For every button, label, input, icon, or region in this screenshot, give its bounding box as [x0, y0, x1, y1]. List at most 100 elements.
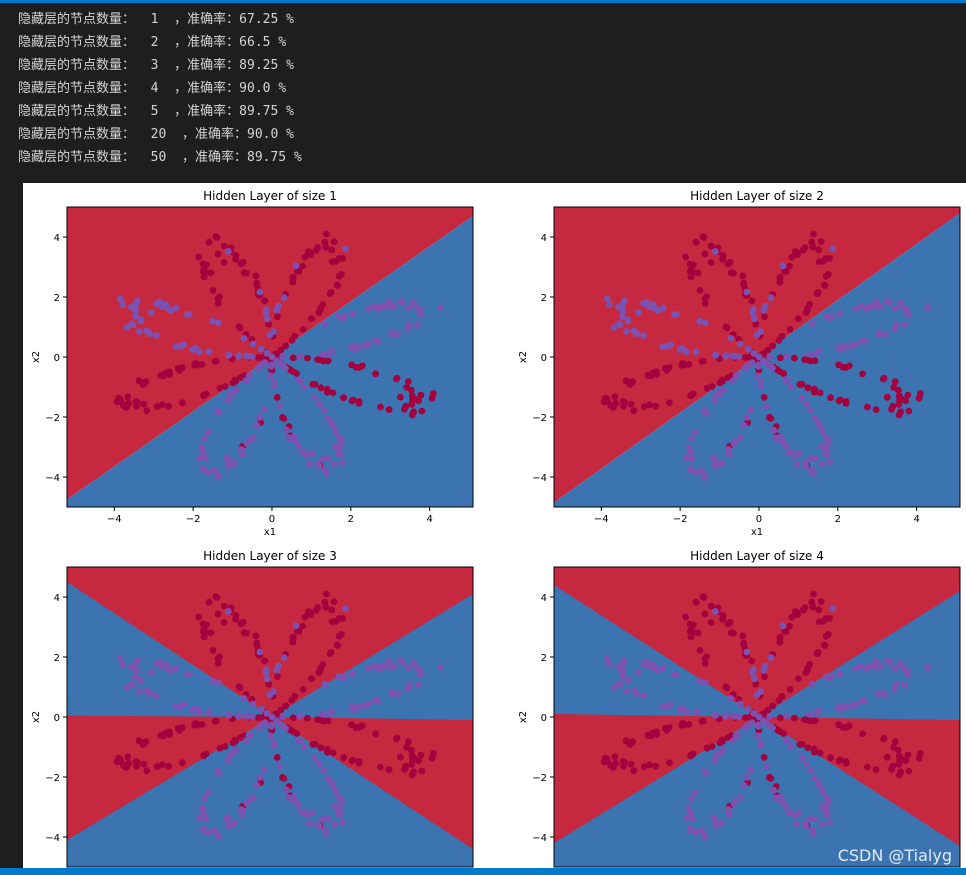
data-point: [809, 603, 816, 611]
data-point: [729, 352, 737, 360]
data-point: [298, 449, 306, 457]
log-line: 隐藏层的节点数量： 3 ，准确率：89.25 %: [18, 54, 302, 77]
data-point: [209, 317, 217, 325]
data-point: [651, 665, 659, 673]
data-point: [822, 312, 830, 320]
log-line: 隐藏层的节点数量： 50 ，准确率：89.75 %: [18, 146, 302, 169]
data-point: [788, 253, 796, 261]
data-point: [361, 342, 368, 350]
data-point: [802, 822, 810, 830]
data-point: [782, 377, 790, 385]
data-point: [634, 309, 642, 316]
data-point: [335, 672, 343, 680]
data-point: [282, 724, 289, 732]
data-point: [185, 311, 193, 318]
data-point: [904, 311, 912, 319]
data-point: [348, 397, 356, 405]
plot-area: [67, 567, 473, 867]
data-point: [417, 391, 425, 399]
data-point: [803, 400, 810, 408]
data-point: [132, 313, 139, 320]
data-point: [323, 748, 331, 756]
data-point: [335, 447, 343, 454]
data-point: [309, 381, 317, 388]
data-point: [742, 714, 749, 721]
data-point: [726, 258, 734, 266]
data-point: [253, 422, 261, 429]
data-point: [328, 246, 336, 254]
data-point: [604, 758, 612, 765]
data-point: [280, 294, 288, 301]
data-point: [282, 702, 289, 710]
x-tick-label: 2: [835, 514, 841, 525]
data-point: [890, 384, 898, 391]
data-point: [623, 328, 630, 335]
data-point: [331, 461, 339, 468]
data-point: [301, 253, 309, 261]
data-point: [692, 789, 699, 796]
data-point: [288, 336, 296, 344]
y-tick-label: 0: [54, 713, 60, 724]
data-point: [299, 325, 307, 333]
subplot-title: Hidden Layer of size 2: [690, 189, 824, 203]
data-point: [891, 378, 899, 386]
data-point: [630, 407, 638, 415]
y-tick-label: 0: [541, 713, 547, 724]
data-point: [786, 622, 793, 630]
data-point: [311, 394, 319, 401]
data-point: [165, 402, 173, 410]
data-point: [282, 364, 289, 372]
data-point: [164, 305, 172, 313]
data-point: [338, 797, 345, 804]
data-point: [816, 782, 824, 790]
data-point: [799, 606, 807, 614]
data-point: [750, 315, 758, 323]
data-point: [730, 440, 738, 447]
data-point: [781, 267, 788, 275]
data-point: [766, 353, 773, 361]
data-point: [196, 814, 204, 822]
data-point: [329, 749, 337, 757]
data-point: [876, 689, 883, 696]
data-point: [207, 629, 215, 637]
data-point: [835, 397, 843, 405]
data-point: [809, 826, 816, 834]
data-point: [273, 394, 281, 401]
data-point: [703, 744, 711, 752]
data-point: [708, 743, 716, 750]
data-point: [806, 815, 813, 823]
log-size: 3: [150, 58, 159, 73]
data-point: [372, 370, 379, 378]
data-point: [341, 313, 349, 320]
data-point: [755, 363, 762, 370]
subplot-1: Hidden Layer of size 1 4 2 0 −2 −4 −4 −2 0 2 4 x1 x2: [31, 189, 474, 538]
data-point: [267, 732, 274, 740]
data-point: [300, 743, 308, 751]
data-point: [905, 767, 913, 775]
data-point: [791, 714, 798, 722]
data-point: [205, 348, 213, 356]
data-point: [891, 665, 899, 672]
data-point: [826, 255, 833, 262]
data-point: [826, 615, 833, 622]
data-point: [280, 654, 288, 661]
data-point: [852, 665, 860, 673]
data-point: [813, 350, 820, 357]
data-point: [406, 681, 413, 689]
data-point: [321, 680, 329, 688]
data-point: [904, 751, 912, 759]
data-point: [872, 298, 880, 305]
y-axis-label: x2: [31, 711, 42, 723]
data-point: [295, 377, 303, 385]
data-point: [819, 788, 827, 796]
data-point: [785, 809, 793, 817]
data-point: [659, 664, 667, 672]
log-unit: %: [278, 35, 287, 50]
data-point: [828, 313, 836, 320]
data-point: [133, 398, 141, 406]
data-point: [277, 706, 285, 714]
data-point: [225, 351, 233, 359]
data-point: [701, 472, 709, 479]
data-point: [735, 713, 743, 720]
data-point: [406, 321, 413, 329]
